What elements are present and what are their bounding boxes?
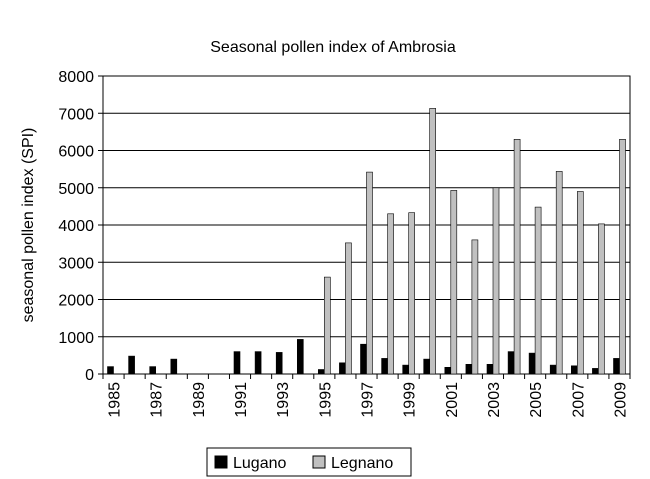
- bar-lugano-2005: [528, 352, 536, 375]
- bar-lugano-1994: [296, 339, 304, 375]
- bar-lugano-1996: [339, 362, 346, 375]
- y-axis-ticks: 0 1000 2000 3000 4000 5000 6000 7000 8000: [58, 69, 103, 384]
- bar-lugano-1998: [381, 358, 388, 375]
- bar-legnano-2008: [598, 223, 605, 375]
- x-tick-label: 2007: [570, 382, 587, 418]
- y-tick-label: 0: [85, 367, 94, 384]
- x-tick-label: 1997: [360, 382, 377, 418]
- bar-lugano-1997: [360, 343, 367, 375]
- legend-label-legnano: Legnano: [331, 455, 393, 472]
- x-tick-label: 1985: [107, 382, 124, 418]
- y-tick-label: 3000: [58, 255, 94, 272]
- bar-legnano-2006: [555, 171, 563, 375]
- bar-legnano-1996: [345, 242, 352, 375]
- bar-legnano-2005: [534, 206, 542, 375]
- y-tick-label: 6000: [58, 144, 94, 161]
- x-tick-label: 2001: [444, 382, 461, 418]
- y-tick-label: 8000: [58, 69, 94, 86]
- x-tick-label: 1989: [191, 382, 208, 418]
- x-axis-ticks: 1985 1987 1989 1991 1993 1995 1997 1999 2001 2003…: [102, 374, 631, 418]
- x-tick-label: 1993: [275, 382, 292, 418]
- bar-lugano-2004: [507, 351, 515, 375]
- bar-legnano-1999: [408, 212, 416, 375]
- legend: Lugano Legnano: [206, 447, 412, 477]
- bar-lugano-2009: [613, 358, 620, 375]
- legend-label-lugano: Lugano: [233, 455, 286, 472]
- chart-title: Seasonal pollen index of Ambrosia: [210, 39, 456, 56]
- y-axis-label: seasonal pollen index (SPI): [20, 128, 37, 323]
- y-tick-label: 2000: [58, 293, 94, 310]
- bar-lugano-2008: [592, 368, 599, 375]
- legend-swatch-lugano: [214, 455, 228, 469]
- y-tick-label: 5000: [58, 181, 94, 198]
- bar-legnano-2003: [492, 187, 500, 375]
- bar-lugano-1992: [254, 351, 262, 375]
- x-tick-label: 2005: [528, 382, 545, 418]
- bar-legnano-1998: [387, 213, 394, 375]
- y-tick-label: 1000: [58, 330, 94, 347]
- bars: [107, 108, 626, 375]
- x-tick-label: 1995: [317, 382, 334, 418]
- bar-lugano-1986: [128, 355, 135, 375]
- y-tick-label: 4000: [58, 218, 94, 235]
- bar-lugano-2002: [465, 363, 473, 375]
- bar-lugano-1988: [170, 358, 178, 375]
- bar-lugano-2001: [444, 366, 452, 375]
- bar-legnano-2002: [471, 239, 479, 375]
- y-tick-label: 7000: [58, 106, 94, 123]
- bar-lugano-1995: [317, 369, 325, 375]
- x-tick-label: 2009: [613, 382, 630, 418]
- bar-legnano-2000: [429, 108, 437, 375]
- bar-lugano-2000: [423, 358, 431, 375]
- bar-lugano-2003: [486, 363, 494, 375]
- bar-legnano-2001: [450, 190, 458, 375]
- x-tick-label: 1987: [149, 382, 166, 418]
- bar-legnano-2009: [619, 139, 626, 375]
- bar-lugano-1993: [275, 352, 283, 375]
- bar-lugano-1985: [107, 366, 114, 375]
- bar-legnano-1997: [366, 171, 373, 375]
- legend-box: [206, 447, 412, 477]
- x-tick-label: 1991: [233, 382, 250, 418]
- bar-lugano-2006: [549, 364, 557, 375]
- bar-legnano-2007: [576, 191, 584, 375]
- bar-legnano-2004: [513, 139, 521, 375]
- bar-lugano-1987: [149, 366, 156, 375]
- bar-lugano-1999: [402, 364, 410, 375]
- bar-lugano-2007: [570, 365, 578, 375]
- bar-legnano-1995: [323, 276, 331, 375]
- x-tick-label: 1999: [402, 382, 419, 418]
- bar-lugano-1991: [233, 351, 241, 375]
- x-tick-label: 2003: [486, 382, 503, 418]
- legend-swatch-legnano: [312, 455, 326, 469]
